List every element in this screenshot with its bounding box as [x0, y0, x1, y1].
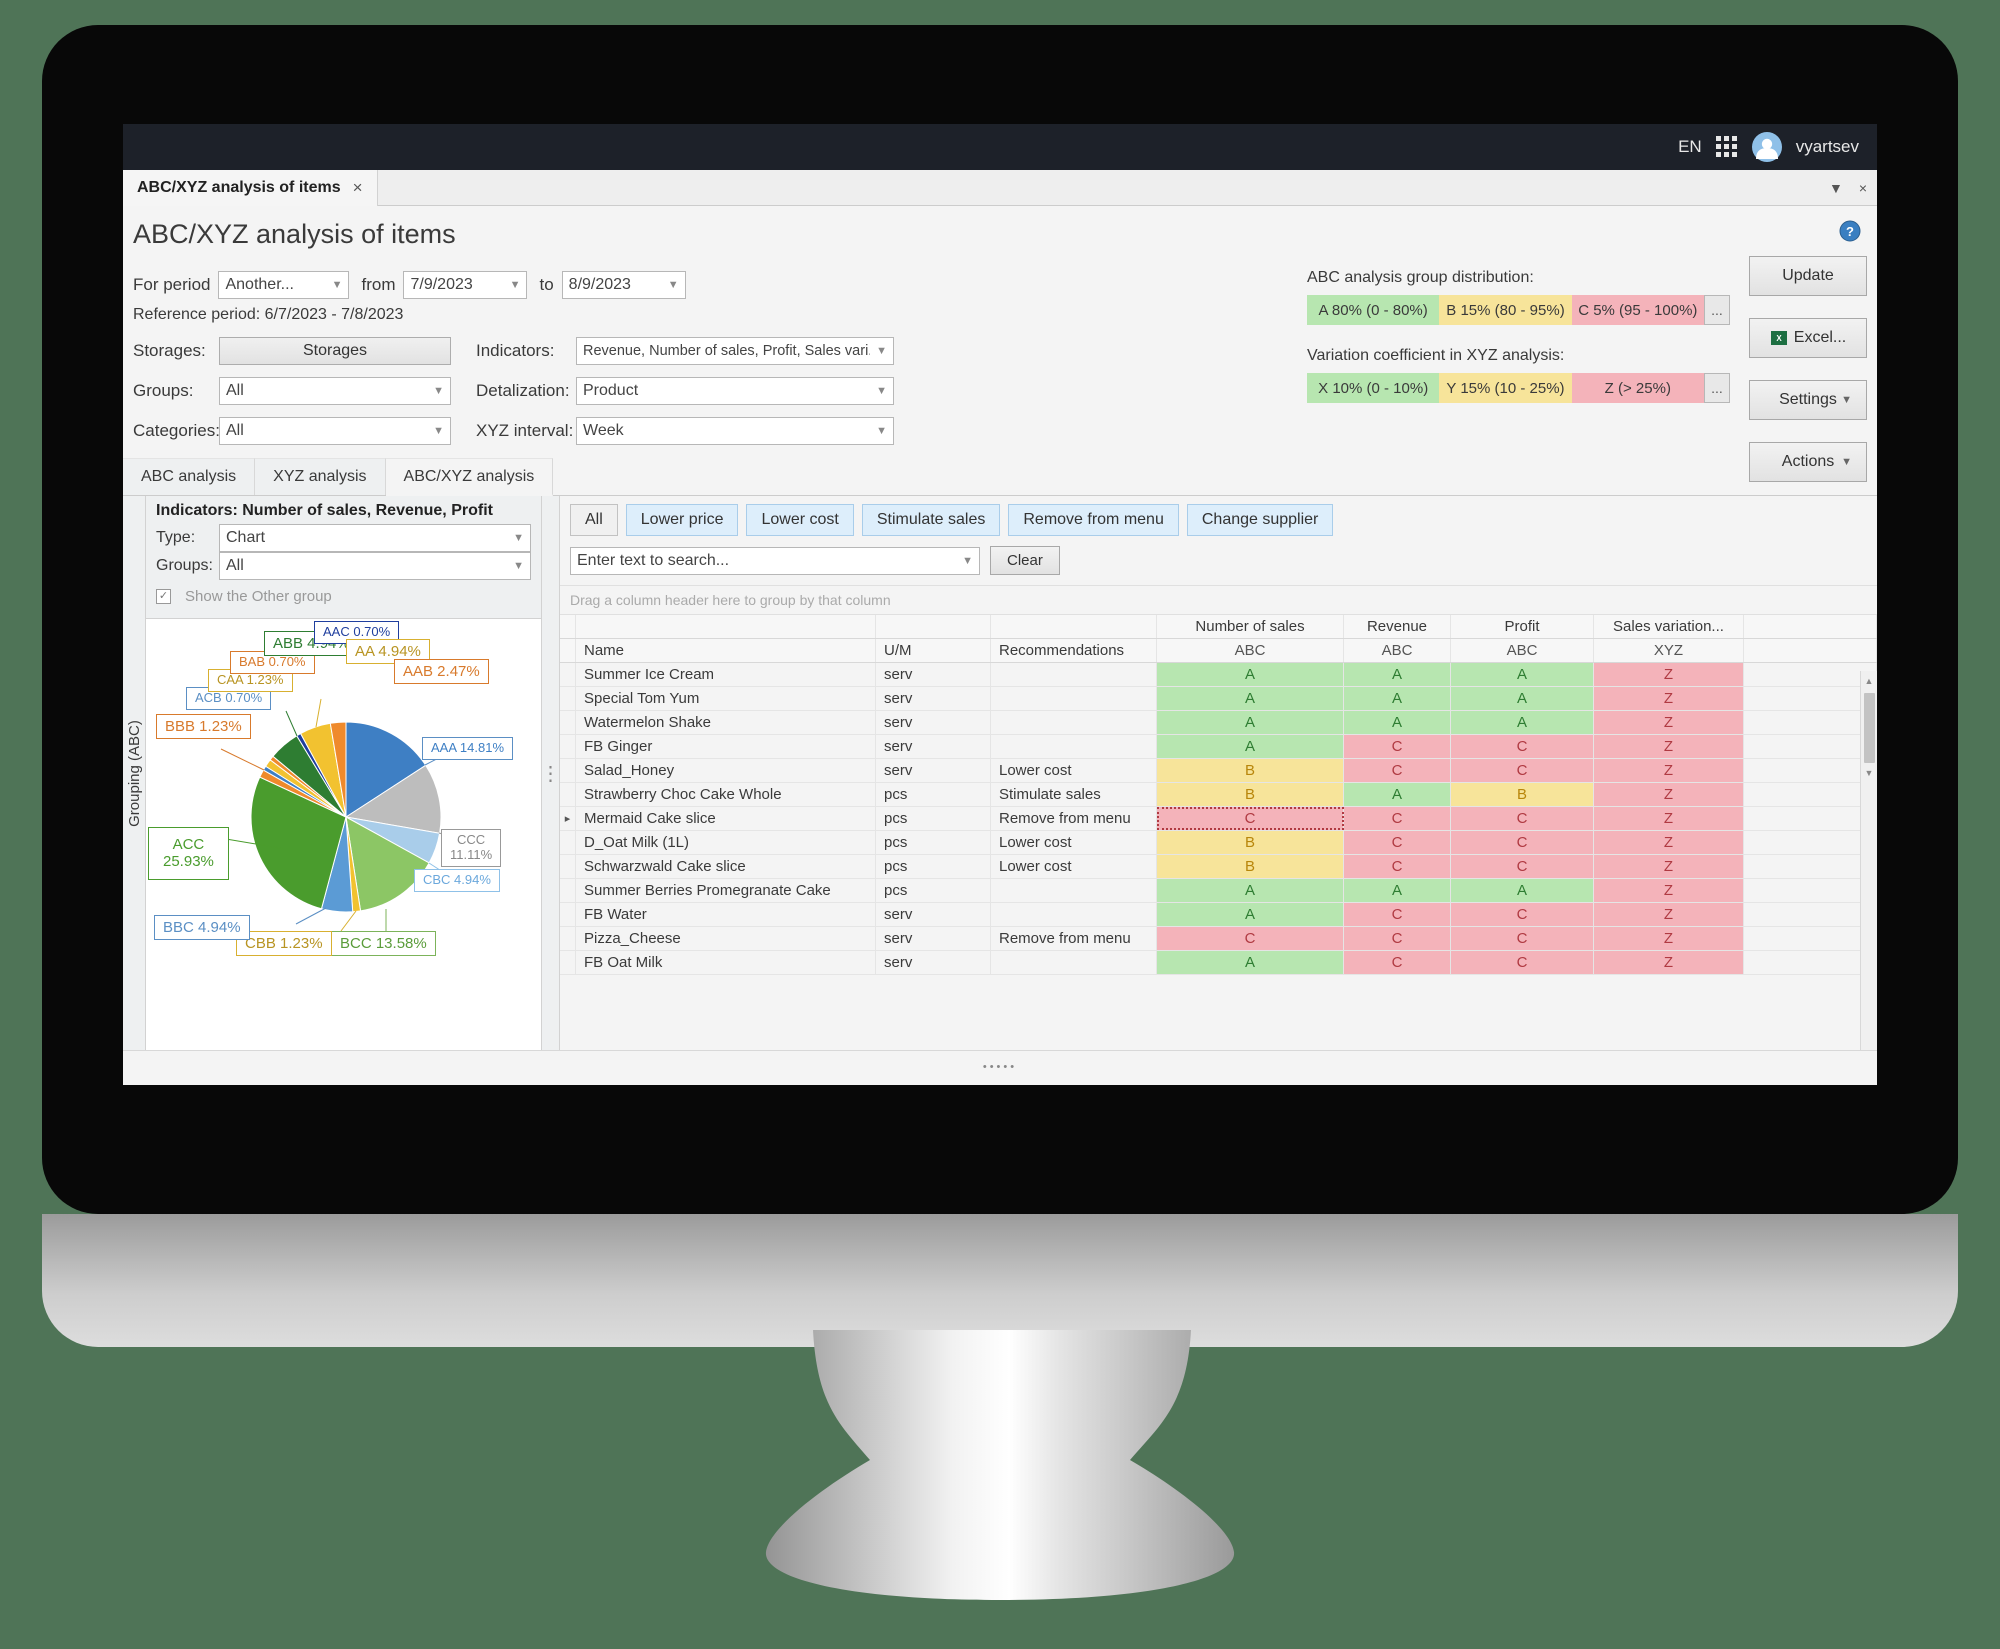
- svg-text:?: ?: [1846, 224, 1854, 239]
- svg-text:X: X: [1776, 334, 1782, 343]
